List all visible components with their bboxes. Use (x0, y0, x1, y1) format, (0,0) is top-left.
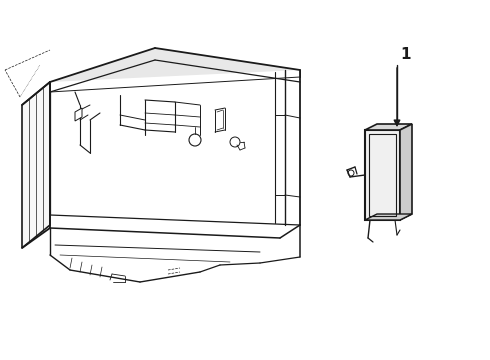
Polygon shape (365, 130, 400, 220)
Polygon shape (22, 82, 50, 248)
Polygon shape (75, 108, 82, 121)
Polygon shape (50, 48, 300, 82)
Polygon shape (400, 124, 412, 220)
Text: 1: 1 (400, 47, 411, 62)
Polygon shape (365, 214, 412, 220)
Polygon shape (365, 124, 412, 130)
